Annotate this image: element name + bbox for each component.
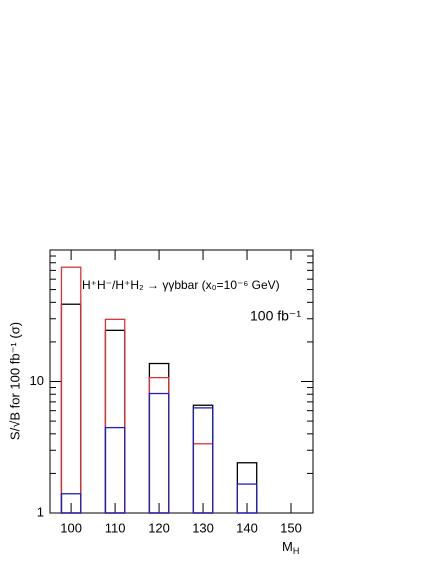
annotation: 100 fb⁻¹ xyxy=(250,308,301,324)
annotation: H⁺H⁻/H⁺H₂ → γγbbar (x₀=10⁻⁶ GeV) xyxy=(82,278,280,292)
bar xyxy=(236,483,258,514)
bar xyxy=(104,318,126,514)
x-tick-label: 140 xyxy=(236,520,258,535)
bar xyxy=(192,404,214,514)
bar xyxy=(104,426,126,514)
x-tick-label: 130 xyxy=(192,520,214,535)
bar xyxy=(60,303,82,514)
x-axis-label: MH xyxy=(282,539,299,556)
bar xyxy=(192,407,214,514)
y-tick-label: 1 xyxy=(37,504,44,519)
bar xyxy=(148,376,170,514)
x-tick-label: 110 xyxy=(105,520,126,535)
x-axis-label-main: M xyxy=(282,539,293,554)
x-tick-label: 150 xyxy=(280,520,302,535)
bar xyxy=(104,329,126,514)
x-tick-label: 120 xyxy=(148,520,170,535)
x-tick-label: 100 xyxy=(60,520,82,535)
x-axis-label-sub: H xyxy=(293,546,300,556)
bar xyxy=(148,392,170,514)
y-tick-label: 10 xyxy=(30,373,44,388)
bar xyxy=(60,493,82,514)
y-axis-label: S/√B for 100 fb⁻¹ (σ) xyxy=(7,322,22,440)
bar xyxy=(192,443,214,514)
bar xyxy=(148,362,170,514)
